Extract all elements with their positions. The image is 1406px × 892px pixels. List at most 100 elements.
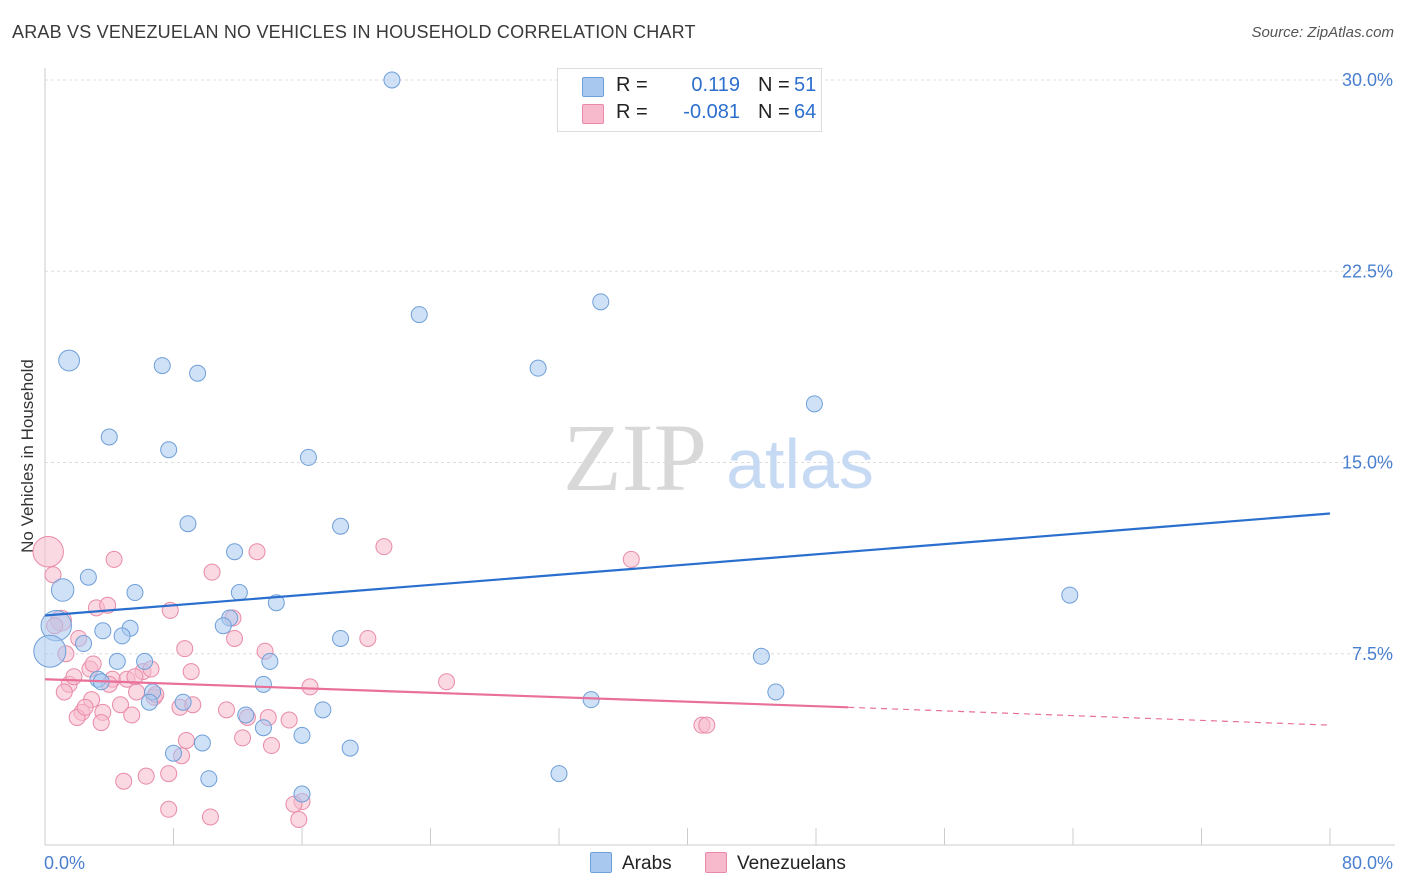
arabs-point bbox=[126, 584, 144, 602]
arabs-point bbox=[341, 739, 359, 757]
venezuelans-point bbox=[234, 729, 252, 747]
arabs-point bbox=[153, 357, 171, 375]
arabs-point bbox=[189, 364, 207, 382]
arabs-point bbox=[332, 517, 350, 535]
arabs-point bbox=[226, 543, 244, 561]
arabs-trend-line bbox=[44, 512, 1331, 617]
arabs-point bbox=[314, 701, 332, 719]
venezuelans-n-value: 64 bbox=[794, 101, 817, 123]
venezuelans-point bbox=[137, 767, 155, 785]
venezuelans-legend-label: Venezuelans bbox=[737, 853, 846, 874]
venezuelans-point bbox=[203, 563, 221, 581]
arabs-point bbox=[383, 71, 401, 89]
watermark: ZIP atlas bbox=[563, 404, 874, 511]
arabs-point bbox=[100, 428, 118, 446]
venezuelans-point bbox=[301, 678, 319, 696]
axes bbox=[44, 68, 1395, 846]
venezuelans-point bbox=[160, 800, 178, 818]
arabs-point bbox=[200, 770, 218, 788]
venezuelans-point bbox=[76, 698, 94, 716]
arabs-legend-swatch bbox=[590, 852, 612, 873]
arabs-point bbox=[214, 617, 232, 635]
bottom-legend-arabs: Arabs bbox=[590, 852, 672, 875]
venezuelans-n-label: N = bbox=[758, 101, 790, 123]
venezuelans-point bbox=[290, 811, 308, 828]
venezuelans-point bbox=[262, 737, 280, 755]
arabs-point bbox=[140, 693, 158, 711]
venezuelans-point bbox=[248, 543, 266, 561]
arabs-r-value: 0.119 bbox=[691, 74, 740, 96]
y-tick-label: 7.5% bbox=[1352, 644, 1393, 664]
venezuelans-point bbox=[65, 668, 83, 686]
arabs-point bbox=[136, 652, 154, 670]
arabs-point bbox=[108, 652, 126, 670]
arabs-n-value: 51 bbox=[794, 74, 817, 96]
arabs-point bbox=[582, 691, 600, 709]
venezuelans-r-label: R = bbox=[616, 101, 648, 123]
y-tick-label: 22.5% bbox=[1342, 261, 1393, 281]
venezuelans-point bbox=[280, 711, 298, 729]
arabs-point bbox=[58, 349, 80, 372]
venezuelans-point bbox=[84, 655, 102, 673]
venezuelans-point bbox=[44, 566, 62, 584]
arabs-point bbox=[261, 652, 279, 670]
trend-lines bbox=[44, 512, 1331, 726]
arabs-point bbox=[529, 359, 547, 377]
arabs-point bbox=[33, 634, 67, 668]
grid-lines bbox=[45, 79, 1395, 655]
venezuelans-point bbox=[359, 629, 377, 647]
arabs-point bbox=[193, 734, 211, 752]
arabs-point bbox=[174, 693, 192, 711]
venezuelans-point bbox=[123, 706, 141, 724]
arabs-point bbox=[113, 627, 131, 645]
venezuelans-point bbox=[32, 536, 64, 568]
arabs-point bbox=[230, 584, 248, 602]
tick-labels: 7.5% 15.0% 22.5% 30.0% 0.0% 80.0% bbox=[44, 70, 1393, 873]
arabs-point bbox=[332, 629, 350, 647]
bottom-legend-venezuelans: Venezuelans bbox=[705, 852, 846, 875]
stats-legend: R = 0.119 N = 51 R = -0.081 N = 64 bbox=[557, 68, 822, 132]
watermark-atlas: atlas bbox=[726, 425, 874, 503]
arabs-point bbox=[50, 578, 75, 602]
arabs-point bbox=[237, 706, 255, 724]
arabs-point bbox=[179, 515, 197, 533]
venezuelans-trend-extension bbox=[848, 706, 1331, 726]
venezuelans-point bbox=[177, 731, 195, 749]
venezuelans-point bbox=[201, 808, 219, 826]
arabs-point bbox=[592, 293, 610, 311]
arabs-point bbox=[94, 622, 112, 640]
venezuelans-point bbox=[115, 772, 133, 790]
venezuelans-swatch bbox=[582, 104, 604, 124]
arabs-point bbox=[267, 594, 285, 612]
arabs-point bbox=[1061, 586, 1079, 604]
venezuelans-point bbox=[105, 550, 123, 568]
venezuelans-r-value: -0.081 bbox=[683, 101, 740, 123]
watermark-zip: ZIP bbox=[563, 404, 707, 511]
venezuelans-point bbox=[375, 538, 393, 556]
venezuelans-point bbox=[128, 683, 146, 701]
venezuelans-point bbox=[55, 683, 73, 701]
arabs-r-label: R = bbox=[616, 74, 648, 96]
arabs-point bbox=[293, 726, 311, 744]
venezuelans-point bbox=[622, 550, 640, 568]
venezuelans-point bbox=[92, 714, 110, 732]
arabs-point bbox=[165, 744, 182, 762]
venezuelans-point bbox=[226, 629, 244, 647]
arabs-point bbox=[550, 765, 568, 783]
arabs-point bbox=[805, 395, 823, 413]
arabs-legend-label: Arabs bbox=[622, 853, 672, 874]
venezuelans-point bbox=[698, 716, 716, 734]
chart-source: Source: ZipAtlas.com bbox=[1251, 24, 1394, 41]
arabs-point bbox=[293, 785, 311, 803]
arabs-points bbox=[33, 71, 1079, 803]
arabs-n-label: N = bbox=[758, 74, 790, 96]
arabs-point bbox=[160, 441, 178, 459]
y-tick-label: 15.0% bbox=[1342, 453, 1393, 473]
arabs-swatch bbox=[582, 77, 604, 97]
y-tick-label: 30.0% bbox=[1342, 70, 1393, 90]
arabs-point bbox=[254, 675, 272, 693]
venezuelans-point bbox=[176, 640, 194, 658]
venezuelans-point bbox=[160, 765, 178, 783]
venezuelans-point bbox=[111, 696, 129, 714]
